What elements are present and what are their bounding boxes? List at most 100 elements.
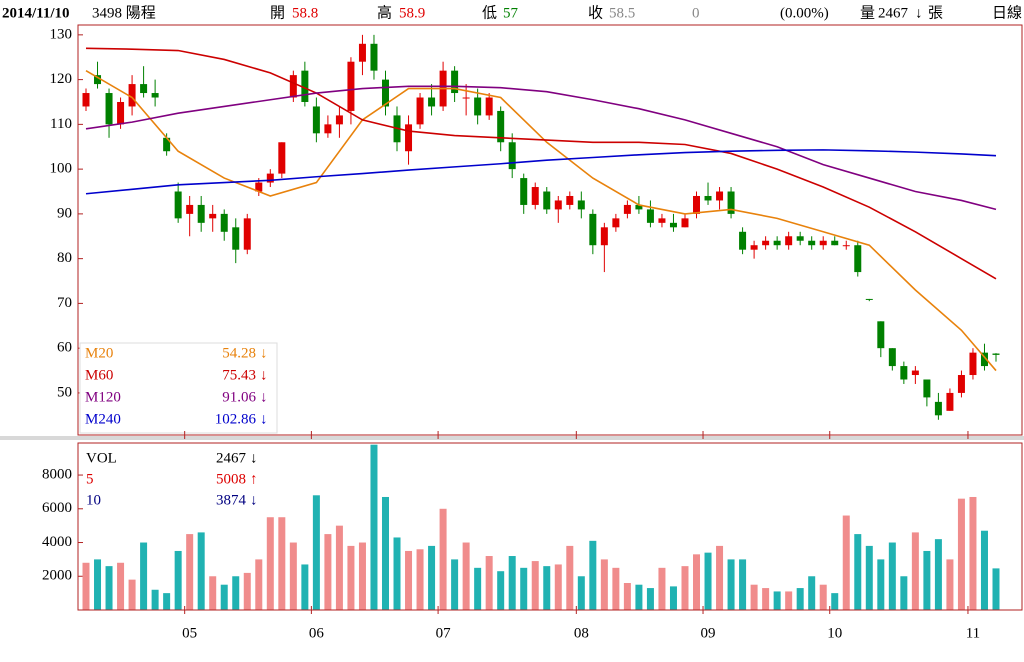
candle-body xyxy=(635,204,643,210)
candle-body xyxy=(623,204,631,214)
candle-body xyxy=(232,227,240,250)
ma-line xyxy=(85,85,997,211)
volume-bar xyxy=(831,593,839,610)
separator xyxy=(0,436,1024,440)
volume-bar xyxy=(911,532,919,610)
candle-body xyxy=(335,115,343,125)
candle-body xyxy=(347,61,355,111)
legend-trend: ↓ xyxy=(250,492,258,508)
candle-body xyxy=(82,93,90,107)
volume-bar xyxy=(681,566,689,610)
volume-bar xyxy=(324,534,332,610)
volume-bar xyxy=(566,545,574,610)
legend-trend: ↓ xyxy=(260,345,268,361)
candle-body xyxy=(163,137,171,152)
x-tick-label: 09 xyxy=(701,625,716,641)
volume-frame xyxy=(77,442,1023,611)
candle-body xyxy=(543,191,551,210)
candle-body xyxy=(197,204,205,223)
legend-name: M240 xyxy=(85,411,121,427)
volume-bar xyxy=(278,517,286,610)
volume-bar xyxy=(347,545,355,610)
volume-bar xyxy=(865,545,873,610)
candle-body xyxy=(669,222,677,228)
legend-trend: ↓ xyxy=(250,450,258,466)
volume-bar xyxy=(301,564,309,610)
volume-bar xyxy=(428,545,436,610)
x-tick-label: 05 xyxy=(182,625,197,641)
candle-body xyxy=(877,321,885,349)
y-tick-label: 50 xyxy=(57,384,72,400)
open-label: 開 xyxy=(270,5,285,21)
volume-bar xyxy=(992,568,1000,610)
volume-bar xyxy=(796,588,804,610)
volume-bar xyxy=(612,567,620,610)
legend-box xyxy=(79,342,278,434)
candle-body xyxy=(497,110,505,143)
volume-bar xyxy=(669,586,677,610)
volume-bar xyxy=(174,550,182,610)
legend-value: 54.28 xyxy=(222,345,256,361)
volume-bar xyxy=(485,556,493,610)
low-value: 57 xyxy=(503,5,519,21)
candle-body xyxy=(739,231,747,250)
candle-body xyxy=(358,43,366,62)
candle-body xyxy=(658,218,666,223)
volume-bar xyxy=(589,540,597,610)
volume-bar xyxy=(94,559,102,610)
x-tick-label: 06 xyxy=(309,625,325,641)
volume-bar xyxy=(416,549,424,610)
close-label: 收 xyxy=(588,4,603,21)
y-tick-label: 110 xyxy=(50,116,72,132)
candle-body xyxy=(577,200,585,210)
volume-bar xyxy=(220,584,228,610)
legend-value: 2467 xyxy=(216,450,247,466)
y-tick-label: 8000 xyxy=(42,466,72,482)
volume-bar xyxy=(773,591,781,610)
candle-body xyxy=(762,240,770,246)
change-pct: (0.00%) xyxy=(780,5,829,21)
candle-body xyxy=(566,195,574,205)
volume-bar xyxy=(128,579,136,610)
legend-trend: ↓ xyxy=(260,389,268,405)
x-tick-label: 08 xyxy=(574,625,589,641)
volume-bar xyxy=(520,567,528,610)
candle-body xyxy=(946,392,954,411)
candle-body xyxy=(416,97,424,125)
candle-body xyxy=(324,124,332,134)
candle-body xyxy=(716,191,724,201)
y-tick-label: 6000 xyxy=(42,500,72,516)
candle-body xyxy=(727,191,735,214)
candle-body xyxy=(531,187,539,205)
candle-body xyxy=(923,379,931,398)
candle-body xyxy=(405,124,413,152)
volume-bar xyxy=(900,576,908,610)
volume-bar xyxy=(819,584,827,610)
low-label: 低 xyxy=(482,4,497,21)
candle-body xyxy=(600,227,608,246)
volume-bar xyxy=(877,559,885,610)
candle-body xyxy=(819,240,827,246)
volume-bar xyxy=(842,515,850,610)
open-value: 58.8 xyxy=(292,5,318,21)
y-tick-label: 80 xyxy=(57,250,72,266)
price-frame xyxy=(77,24,1023,436)
legend-name: VOL xyxy=(86,450,117,466)
close-value: 58.5 xyxy=(609,5,635,21)
candle-body xyxy=(140,84,148,94)
legend-value: 5008 xyxy=(216,471,246,487)
candle-body xyxy=(842,245,850,247)
y-tick-label: 120 xyxy=(50,71,73,87)
high-label: 高 xyxy=(377,4,392,21)
legend-value: 75.43 xyxy=(222,367,256,383)
volume-bar xyxy=(117,562,125,610)
legend-trend: ↓ xyxy=(260,367,268,383)
volume-bar xyxy=(370,444,378,610)
volume-bar xyxy=(716,545,724,610)
legend-name: M120 xyxy=(85,389,121,405)
volume-bar xyxy=(623,583,631,610)
candle-body xyxy=(301,70,309,102)
ma-line xyxy=(85,47,997,280)
volume-bar xyxy=(600,559,608,610)
